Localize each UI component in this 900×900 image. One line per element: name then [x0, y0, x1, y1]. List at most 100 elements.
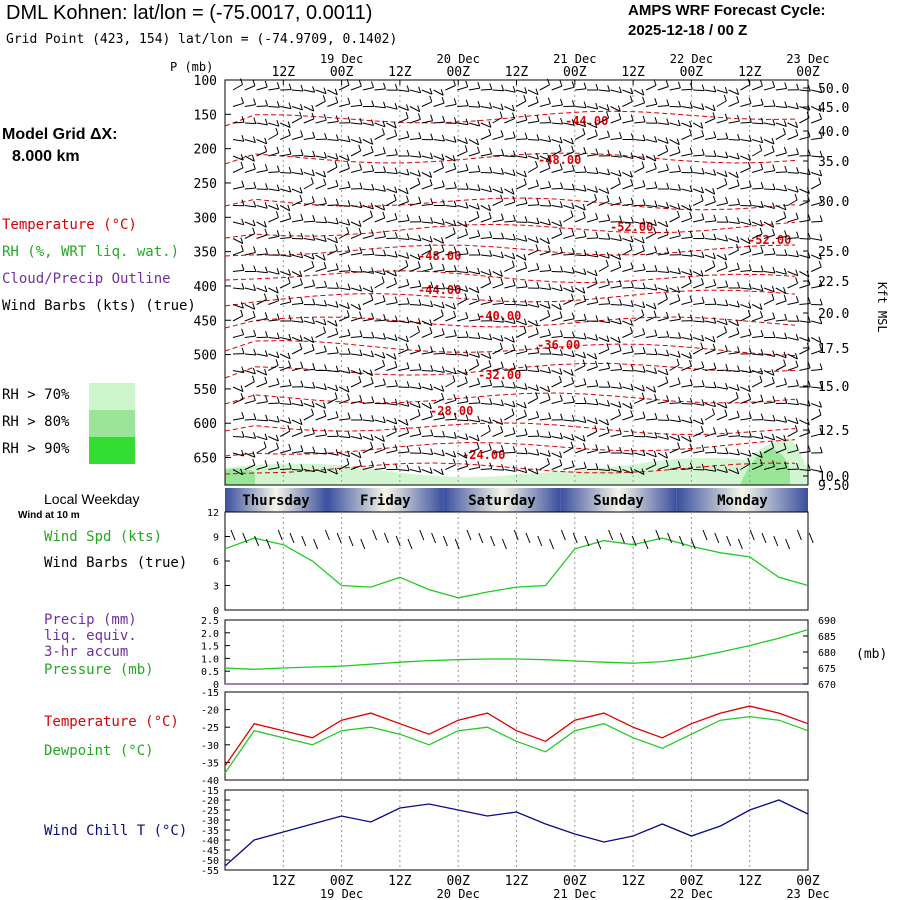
profile-wind-barb: [398, 89, 410, 92]
profile-wind-barb-flag: [700, 342, 704, 349]
profile-wind-barb: [527, 101, 539, 107]
profile-wind-barb: [350, 436, 362, 440]
profile-wind-barb: [244, 400, 256, 404]
profile-wind-barb-flag: [311, 112, 315, 120]
top-hour-label: 00Z: [796, 65, 820, 80]
profile-wind-barb: [421, 386, 433, 391]
profile-wind-barb: [279, 205, 291, 212]
profile-wind-barb: [256, 353, 268, 357]
profile-wind-barb: [315, 238, 327, 242]
profile-wind-barb-flag: [251, 155, 255, 162]
profile-wind-barb-flag: [701, 251, 705, 258]
profile-wind-barb: [657, 105, 669, 107]
temperature-contour: [224, 270, 796, 284]
profile-wind-barb-flag: [748, 366, 752, 373]
bottom-hour-label: 12Z: [388, 874, 412, 889]
profile-wind-barb-flag: [784, 332, 788, 339]
surface-wind-barb: [796, 529, 802, 541]
profile-wind-barb: [787, 188, 799, 193]
profile-wind-barb: [256, 465, 268, 470]
profile-wind-barb-flag: [759, 144, 763, 151]
profile-wind-barb: [480, 205, 491, 212]
profile-wind-barb-flag: [642, 366, 646, 373]
profile-wind-barb-flag: [418, 318, 421, 325]
profile-wind-barb-flag: [571, 396, 575, 403]
profile-wind-barb-flag: [488, 276, 492, 284]
profile-wind-barb: [752, 221, 763, 227]
profile-wind-barb-flag: [300, 103, 303, 111]
profile-wind-barb-flag: [276, 203, 280, 210]
profile-wind-barb: [763, 370, 775, 376]
profile-wind-barb: [480, 236, 492, 239]
profile-wind-barb-flag: [794, 425, 798, 432]
profile-wind-barb-flag: [418, 382, 422, 389]
profile-wind-barb: [433, 469, 444, 476]
profile-wind-barb: [610, 285, 622, 289]
profile-wind-barb-flag: [524, 299, 528, 306]
profile-wind-barb: [775, 106, 787, 108]
profile-wind-barb-flag: [406, 316, 410, 324]
profile-wind-barb-flag: [689, 212, 693, 219]
profile-wind-barb-flag: [524, 466, 528, 473]
profile-wind-barb-flag: [654, 367, 658, 374]
profile-wind-barb-flag: [240, 385, 244, 392]
profile-wind-barb: [622, 332, 633, 338]
profile-wind-barb-flag: [500, 399, 504, 406]
profile-wind-barb-flag: [736, 327, 740, 334]
profile-wind-barb: [681, 254, 693, 257]
profile-wind-barb-flag: [558, 303, 562, 310]
weekday-segment: [676, 488, 808, 512]
profile-wind-barb: [728, 320, 739, 327]
temperature-contour-label: -28.00: [430, 404, 473, 418]
profile-wind-barb: [421, 370, 433, 372]
surface-wind-barb: [619, 532, 625, 544]
legend-rh80-swatch: [89, 410, 135, 437]
bottom-date-label: 23 Dec: [786, 887, 829, 900]
profile-wind-barb: [492, 106, 504, 111]
profile-wind-barb: [280, 337, 292, 341]
profile-wind-barb-flag: [807, 464, 811, 471]
profile-wind-barb: [303, 349, 315, 355]
profile-wind-barb: [303, 220, 315, 223]
profile-wind-barb-flag: [607, 297, 611, 304]
profile-wind-barb-flag: [381, 435, 385, 442]
profile-wind-barb-flag: [548, 116, 552, 123]
profile-wind-barb: [551, 452, 562, 459]
profile-wind-barb: [657, 122, 669, 125]
profile-wind-barb: [575, 353, 586, 359]
profile-wind-barb-flag: [772, 331, 776, 338]
profile-wind-barb-flag: [725, 382, 729, 390]
pressure-tick-label: 150: [194, 108, 217, 123]
profile-wind-barb-flag: [465, 80, 469, 87]
profile-wind-barb: [657, 169, 669, 173]
profile-wind-barb-flag: [300, 380, 304, 387]
profile-wind-barb: [752, 85, 763, 91]
profile-wind-barb: [586, 237, 599, 239]
profile-wind-barb-flag: [819, 427, 823, 434]
profile-wind-barb: [574, 365, 586, 371]
profile-wind-barb-flag: [311, 252, 315, 260]
profile-wind-barb: [492, 172, 504, 175]
profile-wind-barb-flag: [524, 216, 528, 223]
profile-wind-barb-flag: [441, 449, 445, 456]
profile-wind-barb-flag: [725, 197, 729, 204]
profile-wind-barb-flag: [735, 171, 739, 178]
profile-wind-barb-flag: [370, 286, 374, 293]
profile-wind-barb: [268, 188, 280, 192]
profile-wind-barb: [504, 155, 516, 158]
profile-wind-barb-flag: [806, 418, 810, 425]
profile-wind-barb: [693, 450, 705, 454]
profile-wind-barb-flag: [406, 214, 410, 221]
profile-wind-barb-flag: [358, 303, 362, 310]
profile-wind-barb: [315, 286, 327, 289]
profile-wind-barb: [480, 301, 492, 305]
profile-wind-barb: [445, 464, 456, 470]
profile-wind-barb-flag: [288, 147, 292, 155]
profile-wind-barb: [232, 417, 244, 421]
profile-wind-barb: [268, 235, 280, 239]
profile-wind-barb: [563, 287, 574, 293]
profile-wind-barb: [445, 353, 457, 356]
profile-wind-barb: [492, 469, 504, 471]
profile-wind-barb: [516, 386, 528, 390]
profile-wind-barb: [374, 106, 386, 109]
